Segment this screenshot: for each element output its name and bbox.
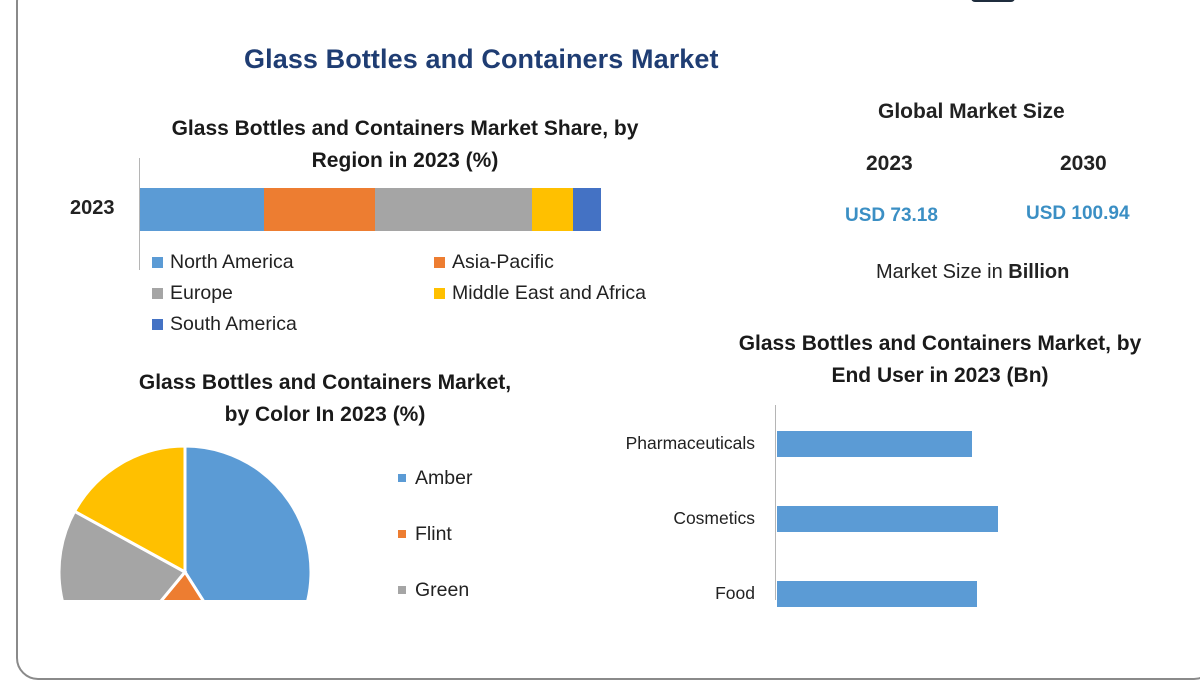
bar-label-pharmaceuticals: Pharmaceuticals [625,433,755,453]
color-chart-title-line1: Glass Bottles and Containers Market, [138,371,512,394]
legend-swatch-asia-pacific [434,256,445,268]
legend-label-flint: Flint [415,523,452,545]
legend-label-green: Green [415,579,470,601]
pie-slice-other-3 [72,444,187,575]
year-2030-label: 2030 [1060,152,1107,175]
market-size-note-unit: Billion [1008,261,1070,283]
bar-segment-europe [375,188,532,231]
enduser-chart-axis [775,405,776,600]
legend-label-europe: Europe [170,282,233,304]
bar-label-food: Food [715,583,755,603]
legend-item-middle-east-africa: Middle East and Africa [434,281,712,305]
legend-item-green: Green [398,578,472,602]
region-chart-title-line2: Region in 2023 (%) [311,149,499,172]
market-value-2023: USD 73.18 [845,205,938,226]
legend-swatch-south-america [152,318,163,330]
color-pie-chart [57,444,313,600]
region-chart-title-line1: Glass Bottles and Containers Market Shar… [171,117,639,140]
legend-swatch-flint [398,530,406,538]
bar-segment-north-america [140,188,265,231]
legend-label-amber: Amber [415,467,473,489]
region-bar-category-label: 2023 [70,197,115,219]
legend-item-north-america: North America [152,250,434,274]
enduser-chart-title-line2: End User in 2023 (Bn) [831,364,1049,387]
legend-swatch-europe [152,287,163,299]
color-chart-title-line2: by Color In 2023 (%) [224,403,426,426]
region-legend: North America Asia-Pacific Europe Middle… [152,250,712,336]
bar-segment-south-america [573,188,601,231]
year-2023-label: 2023 [866,152,913,175]
enduser-chart-title: Glass Bottles and Containers Market, by … [700,328,1180,392]
market-size-note-prefix: Market Size in [876,261,1009,283]
logo-fragment [971,0,1015,2]
legend-label-south-america: South America [170,313,297,335]
legend-item-south-america: South America [152,312,434,336]
legend-item-asia-pacific: Asia-Pacific [434,250,712,274]
enduser-chart-title-line1: Glass Bottles and Containers Market, by [738,332,1142,355]
legend-swatch-north-america [152,256,163,268]
market-value-2030: USD 100.94 [1026,203,1130,224]
region-stacked-bar [140,188,601,231]
bar-segment-middle-east-and-africa [531,188,574,231]
legend-swatch-green [398,586,406,594]
color-legend: Amber Flint Green [398,466,472,634]
bar-food [777,581,977,607]
legend-label-asia-pacific: Asia-Pacific [452,251,554,273]
bar-label-cosmetics: Cosmetics [673,508,755,528]
region-chart-title: Glass Bottles and Containers Market Shar… [130,113,680,177]
pie-slice-flint [159,569,205,600]
legend-item-flint: Flint [398,522,472,546]
region-chart-axis [139,158,140,270]
legend-label-north-america: North America [170,251,294,273]
pie-slice-green [57,509,188,600]
legend-swatch-middle-east-africa [434,287,445,299]
bar-cosmetics [777,506,999,532]
bar-segment-asia-pacific [264,188,376,231]
bar-pharmaceuticals [777,431,972,457]
global-market-size-title: Global Market Size [878,100,1065,123]
legend-item-amber: Amber [398,466,472,490]
page-title: Glass Bottles and Containers Market [244,44,719,74]
pie-slice-amber [183,444,313,600]
legend-label-middle-east-africa: Middle East and Africa [452,282,647,304]
market-size-unit-note: Market Size in Billion [876,261,1069,284]
legend-item-europe: Europe [152,281,434,305]
color-chart-title: Glass Bottles and Containers Market, by … [75,367,575,431]
legend-swatch-amber [398,474,406,482]
